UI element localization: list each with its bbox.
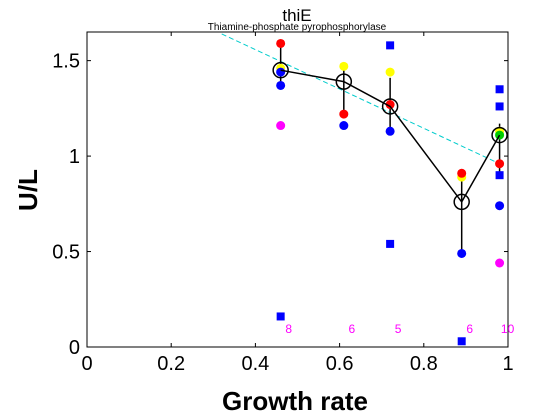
mean-point	[491, 126, 508, 144]
data-point-blue	[276, 80, 286, 90]
x-tick-label: 0.8	[410, 353, 438, 375]
data-point-blue-square	[386, 239, 395, 248]
y-tick-label: 0	[69, 337, 80, 359]
chart-subtitle: Thiamine-phosphate pyrophosphorylase	[208, 22, 387, 33]
data-point-red	[276, 38, 286, 48]
data-point-blue-square	[495, 171, 504, 180]
chart-title: thiE	[282, 6, 311, 25]
x-tick-label: 0	[81, 353, 92, 375]
plot-area	[86, 31, 509, 348]
data-point-red	[385, 100, 395, 110]
data-point-magenta	[276, 121, 286, 131]
mean-point	[381, 98, 399, 115]
y-tick-label: 0.5	[52, 242, 80, 264]
data-point-yellow	[385, 67, 395, 77]
x-tick-label: 0.4	[241, 353, 269, 375]
data-point-blue-square	[276, 312, 285, 321]
mean-line	[280, 69, 501, 204]
mean-point	[272, 61, 289, 79]
data-point-blue	[339, 121, 349, 131]
x-tick-label: 0.6	[326, 353, 354, 375]
x-tick-label: 0.2	[157, 353, 185, 375]
mean-point	[453, 193, 470, 211]
x-tick-label: 1	[502, 353, 513, 375]
sample-count-label: 6	[348, 322, 355, 336]
x-axis-label: Growth rate	[222, 386, 368, 416]
sample-count-label: 10	[501, 322, 515, 336]
y-axis-label: U/L	[13, 169, 43, 211]
data-point-blue	[495, 201, 505, 211]
data-point-blue	[276, 67, 286, 77]
data-point-red	[339, 109, 349, 119]
sample-count-label: 5	[395, 322, 402, 336]
data-point-red	[495, 159, 505, 169]
y-tick-label: 1	[69, 146, 80, 168]
data-point-blue-square	[495, 102, 504, 111]
data-point-yellow	[339, 61, 349, 71]
data-point-blue	[385, 126, 395, 136]
data-point-red	[457, 168, 467, 178]
data-point-blue-square	[457, 337, 466, 346]
data-point-blue	[457, 248, 467, 258]
data-point-blue-square	[386, 41, 395, 50]
y-tick-label: 1.5	[52, 51, 80, 73]
sample-count-label: 8	[285, 322, 292, 336]
sample-count-label: 6	[466, 322, 473, 336]
mean-point	[335, 73, 353, 90]
data-point-blue-square	[495, 85, 504, 94]
data-point-magenta	[495, 258, 505, 268]
trend-fit-line	[221, 33, 500, 165]
